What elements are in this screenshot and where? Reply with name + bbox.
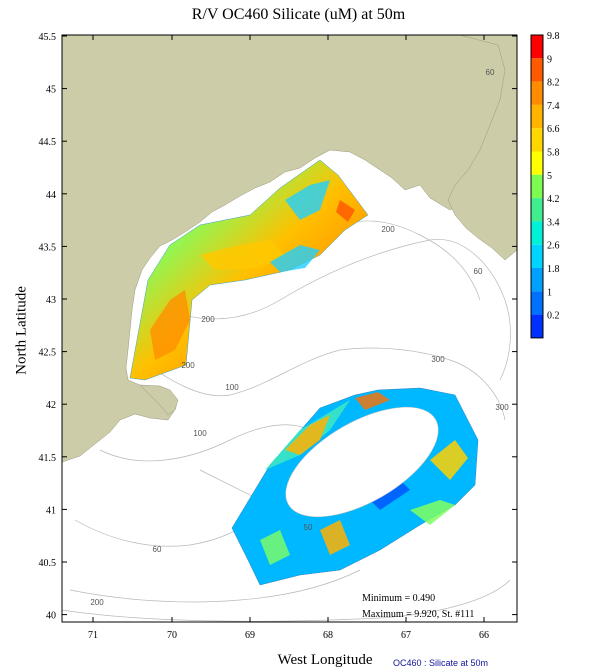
colorbar-tick-label: 6.6 xyxy=(547,124,560,135)
footer-label: OC460 : Silicate at 50m xyxy=(393,658,489,668)
plot-frame xyxy=(61,34,518,623)
colorbar-segment xyxy=(531,151,543,175)
x-tick-label: 68 xyxy=(323,630,333,641)
maximum-text: Maximum = 9.920, St. #111 xyxy=(362,609,474,620)
colorbar-tick-label: 2.6 xyxy=(547,241,560,252)
colorbar-segment xyxy=(531,58,543,82)
land-cape-cod xyxy=(139,384,179,416)
colorbar-segment xyxy=(531,221,543,245)
contour-label: 300 xyxy=(495,403,509,412)
contour-label: 100 xyxy=(193,429,207,438)
y-tick-label: 43.5 xyxy=(39,242,57,253)
y-tick-label: 43 xyxy=(46,295,56,306)
colorbar-segment xyxy=(531,314,543,338)
colorbar: 9.8 9 8.2 7.4 6.6 5.8 5 4.2 3.4 2.6 1.8 1 0.2 xyxy=(530,31,560,339)
x-tick-label: 70 xyxy=(167,630,177,641)
colorbar-tick-label: 5 xyxy=(547,171,552,182)
colorbar-tick-label: 0.2 xyxy=(547,311,560,322)
colorbar-tick-label: 3.4 xyxy=(547,217,560,228)
colorbar-tick-label: 7.4 xyxy=(547,101,560,112)
colorbar-segment xyxy=(531,35,543,59)
y-tick-label: 41 xyxy=(46,505,56,516)
contour-labels: 60 200 60 200 300 100 300 200 100 50 60 200 xyxy=(90,68,509,607)
colorbar-segment xyxy=(531,104,543,129)
contour-label: 200 xyxy=(181,361,195,370)
map-title: R/V OC460 Silicate (uM) at 50m xyxy=(191,6,406,23)
colorbar-tick-label: 8.2 xyxy=(547,78,560,89)
contour-label: 60 xyxy=(486,68,495,77)
x-tick-label: 66 xyxy=(479,630,489,641)
contour-label: 200 xyxy=(90,598,104,607)
colorbar-segment xyxy=(531,268,543,292)
x-axis-ticks: 71 70 69 68 67 66 xyxy=(88,35,489,641)
y-tick-label: 44.5 xyxy=(39,137,57,148)
y-tick-label: 45 xyxy=(46,85,56,96)
contour-label: 60 xyxy=(474,267,483,276)
x-tick-label: 71 xyxy=(88,630,98,641)
y-tick-label: 42.5 xyxy=(39,348,57,359)
minimum-text: Minimum = 0.490 xyxy=(362,593,435,604)
land-new-england xyxy=(62,35,517,463)
colorbar-tick-label: 9.8 xyxy=(547,31,560,42)
colorbar-segment xyxy=(531,81,543,105)
colorbar-tick-label: 4.2 xyxy=(547,194,560,205)
contour-label: 200 xyxy=(201,315,215,324)
y-axis-ticks: 45.5 45 44.5 44 43.5 43 42.5 42 41.5 41 40.5 40 xyxy=(39,32,517,622)
y-tick-label: 41.5 xyxy=(39,453,57,464)
contour-label: 300 xyxy=(431,355,445,364)
contour-label: 100 xyxy=(225,383,239,392)
x-tick-label: 69 xyxy=(245,630,255,641)
contour-label: 200 xyxy=(381,225,395,234)
map-area: 60 200 60 200 300 100 300 200 100 50 60 200 xyxy=(62,35,517,622)
y-tick-label: 42 xyxy=(46,400,56,411)
y-tick-label: 45.5 xyxy=(39,32,57,43)
colorbar-segment xyxy=(531,128,543,152)
colorbar-frame xyxy=(530,34,544,339)
south-survey-region xyxy=(231,387,479,586)
land-nova-scotia xyxy=(447,35,517,261)
y-tick-label: 40 xyxy=(46,611,56,622)
contour-label: 60 xyxy=(153,545,162,554)
colorbar-segment xyxy=(531,174,543,199)
colorbar-tick-label: 5.8 xyxy=(547,148,560,159)
north-survey-region xyxy=(129,159,369,381)
colorbar-tick-label: 1.8 xyxy=(547,264,560,275)
x-tick-label: 67 xyxy=(401,630,411,641)
colorbar-tick-label: 9 xyxy=(547,54,552,65)
y-tick-label: 44 xyxy=(46,190,56,201)
colorbar-segment xyxy=(531,291,543,315)
y-tick-label: 40.5 xyxy=(39,558,57,569)
x-axis-label: West Longitude xyxy=(277,652,373,668)
colorbar-tick-label: 1 xyxy=(547,287,552,298)
colorbar-segment xyxy=(531,244,543,268)
colorbar-segment xyxy=(531,198,543,222)
contour-label: 50 xyxy=(304,523,313,532)
